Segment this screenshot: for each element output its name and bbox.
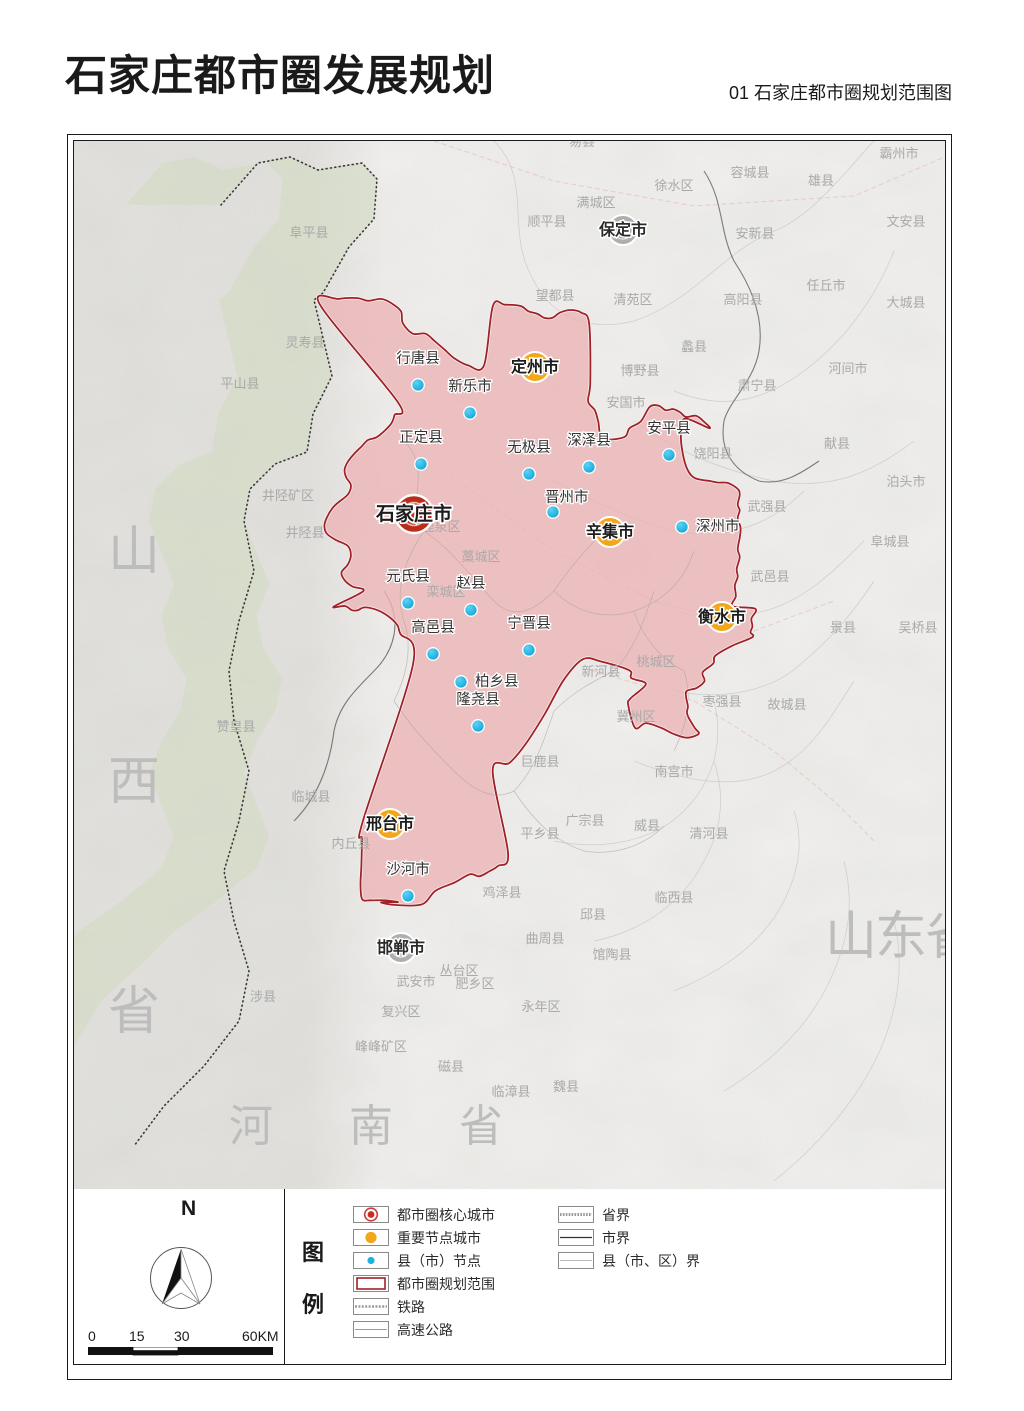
svg-text:博野县: 博野县 [620,363,659,378]
svg-text:武邑县: 武邑县 [750,569,789,584]
svg-text:正定县: 正定县 [399,429,443,446]
svg-text:晋州市: 晋州市 [545,489,589,506]
svg-text:清河县: 清河县 [689,826,728,841]
svg-text:蠡县: 蠡县 [681,339,707,354]
svg-text:安国市: 安国市 [606,395,645,410]
svg-text:石家庄市: 石家庄市 [375,502,452,525]
svg-text:省: 省 [108,983,160,1041]
svg-text:枣强县: 枣强县 [702,694,741,709]
svg-text:西: 西 [108,753,160,811]
svg-text:赞皇县: 赞皇县 [216,719,255,734]
svg-text:曲周县: 曲周县 [525,931,564,946]
svg-text:巨鹿县: 巨鹿县 [520,754,559,769]
svg-text:故城县: 故城县 [767,697,806,712]
svg-text:易县: 易县 [569,141,595,149]
svg-text:清苑区: 清苑区 [613,292,652,307]
svg-text:肥乡区: 肥乡区 [455,976,494,991]
svg-text:任丘市: 任丘市 [806,278,845,293]
svg-text:南宫市: 南宫市 [654,764,693,779]
svg-text:新乐市: 新乐市 [448,378,492,395]
svg-text:顺平县: 顺平县 [527,214,566,229]
svg-text:邯郸市: 邯郸市 [377,938,425,957]
svg-text:阜平县: 阜平县 [289,225,328,240]
svg-text:霸州市: 霸州市 [879,146,918,161]
svg-text:井陉矿区: 井陉矿区 [262,488,314,503]
svg-text:平乡县: 平乡县 [520,826,559,841]
svg-text:肃宁县: 肃宁县 [737,378,776,393]
svg-text:冀州区: 冀州区 [616,709,655,724]
svg-text:保定市: 保定市 [598,220,647,239]
svg-text:沙河市: 沙河市 [386,861,430,878]
svg-text:雄县: 雄县 [808,173,834,188]
svg-text:泊头市: 泊头市 [886,474,925,489]
svg-text:武强县: 武强县 [747,499,786,514]
svg-text:满城区: 满城区 [576,195,615,210]
svg-text:临西县: 临西县 [654,890,693,905]
svg-text:南: 南 [349,1102,393,1151]
svg-text:深泽县: 深泽县 [567,432,611,449]
svg-text:文安县: 文安县 [886,214,925,229]
svg-text:威县: 威县 [634,818,660,833]
svg-text:深州市: 深州市 [696,518,740,535]
svg-text:行唐县: 行唐县 [396,350,440,367]
svg-text:衡水市: 衡水市 [698,607,746,626]
svg-text:景县: 景县 [830,620,856,635]
svg-text:邢台市: 邢台市 [365,814,414,833]
svg-text:无极县: 无极县 [507,439,551,456]
svg-text:高邑县: 高邑县 [411,619,455,636]
svg-text:广宗县: 广宗县 [565,813,604,828]
svg-text:定州市: 定州市 [510,357,559,376]
svg-text:徐水区: 徐水区 [654,178,693,193]
svg-text:平山县: 平山县 [220,376,259,391]
svg-text:魏县: 魏县 [553,1079,579,1094]
svg-text:望都县: 望都县 [535,288,574,303]
svg-text:宁晋县: 宁晋县 [507,615,551,632]
svg-text:吴桥县: 吴桥县 [898,620,937,635]
svg-text:新河县: 新河县 [581,664,620,679]
svg-text:东: 东 [875,908,927,966]
svg-text:邱县: 邱县 [580,907,606,922]
svg-text:灵寿县: 灵寿县 [285,335,324,350]
svg-text:容城县: 容城县 [730,165,769,180]
svg-text:赵县: 赵县 [457,575,486,592]
svg-text:河: 河 [229,1102,273,1151]
svg-text:复兴区: 复兴区 [381,1004,420,1019]
svg-text:安新县: 安新县 [735,226,774,241]
svg-text:鸡泽县: 鸡泽县 [482,885,521,900]
svg-text:阜城县: 阜城县 [870,534,909,549]
svg-text:井陉县: 井陉县 [285,525,324,540]
svg-text:内丘县: 内丘县 [331,836,370,851]
svg-text:临城县: 临城县 [291,789,330,804]
svg-text:临漳县: 临漳县 [491,1084,530,1099]
svg-text:磁县: 磁县 [438,1059,464,1074]
svg-text:省: 省 [459,1102,503,1151]
svg-text:山: 山 [108,523,160,581]
svg-text:省: 省 [925,908,946,966]
svg-text:河间市: 河间市 [828,361,867,376]
svg-text:馆陶县: 馆陶县 [592,947,631,962]
svg-text:元氏县: 元氏县 [386,568,430,585]
svg-text:山: 山 [825,908,877,966]
svg-text:隆尧县: 隆尧县 [456,691,500,708]
svg-text:桃城区: 桃城区 [636,654,675,669]
svg-text:辛集市: 辛集市 [586,522,634,541]
svg-text:永年区: 永年区 [521,999,560,1014]
svg-text:武安市: 武安市 [396,974,435,989]
svg-text:大城县: 大城县 [886,295,925,310]
svg-text:涉县: 涉县 [250,989,276,1004]
svg-text:高阳县: 高阳县 [723,292,762,307]
svg-text:安平县: 安平县 [647,420,691,437]
svg-text:峰峰矿区: 峰峰矿区 [355,1039,407,1054]
svg-text:柏乡县: 柏乡县 [475,673,519,690]
svg-text:饶阳县: 饶阳县 [693,446,732,461]
svg-text:献县: 献县 [824,436,850,451]
svg-text:藁城区: 藁城区 [461,549,500,564]
